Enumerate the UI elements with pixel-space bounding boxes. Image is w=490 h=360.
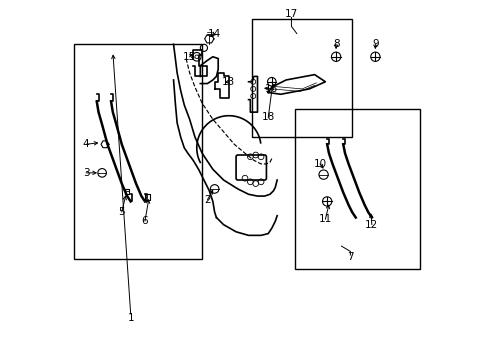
Text: 17: 17 [285, 9, 298, 19]
Text: 3: 3 [83, 168, 89, 178]
Bar [74, 44, 202, 258]
Text: 10: 10 [314, 159, 326, 169]
Text: 12: 12 [365, 220, 378, 230]
Text: 15: 15 [183, 52, 196, 62]
Text: 14: 14 [208, 28, 221, 39]
Text: 4: 4 [83, 139, 89, 149]
Bar [295, 109, 420, 269]
Text: 18: 18 [262, 112, 275, 122]
Text: 5: 5 [119, 207, 125, 217]
Text: 13: 13 [222, 77, 236, 87]
Text: 16: 16 [265, 84, 278, 94]
Bar [252, 19, 352, 137]
Text: 1: 1 [127, 312, 134, 323]
Text: 6: 6 [142, 216, 148, 226]
Text: 9: 9 [372, 39, 379, 49]
Text: 11: 11 [319, 214, 332, 224]
Text: 8: 8 [333, 39, 340, 49]
Text: 7: 7 [347, 252, 354, 262]
Text: 2: 2 [204, 195, 211, 204]
